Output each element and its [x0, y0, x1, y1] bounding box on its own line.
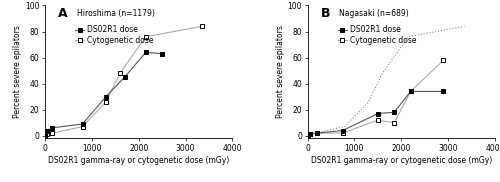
Text: A: A	[58, 7, 68, 20]
Legend: DS02R1 dose, Cytogenetic dose: DS02R1 dose, Cytogenetic dose	[75, 25, 154, 45]
Y-axis label: Percent severe epilators: Percent severe epilators	[13, 25, 22, 118]
Text: Hiroshima (n=1179): Hiroshima (n=1179)	[77, 9, 155, 18]
Legend: DS02R1 dose, Cytogenetic dose: DS02R1 dose, Cytogenetic dose	[338, 25, 416, 45]
X-axis label: DS02R1 gamma-ray or cytogenetic dose (mGy): DS02R1 gamma-ray or cytogenetic dose (mG…	[310, 156, 492, 165]
X-axis label: DS02R1 gamma-ray or cytogenetic dose (mGy): DS02R1 gamma-ray or cytogenetic dose (mG…	[48, 156, 230, 165]
Text: Nagasaki (n=689): Nagasaki (n=689)	[340, 9, 409, 18]
Text: B: B	[320, 7, 330, 20]
Y-axis label: Percent severe epilators: Percent severe epilators	[276, 25, 284, 118]
